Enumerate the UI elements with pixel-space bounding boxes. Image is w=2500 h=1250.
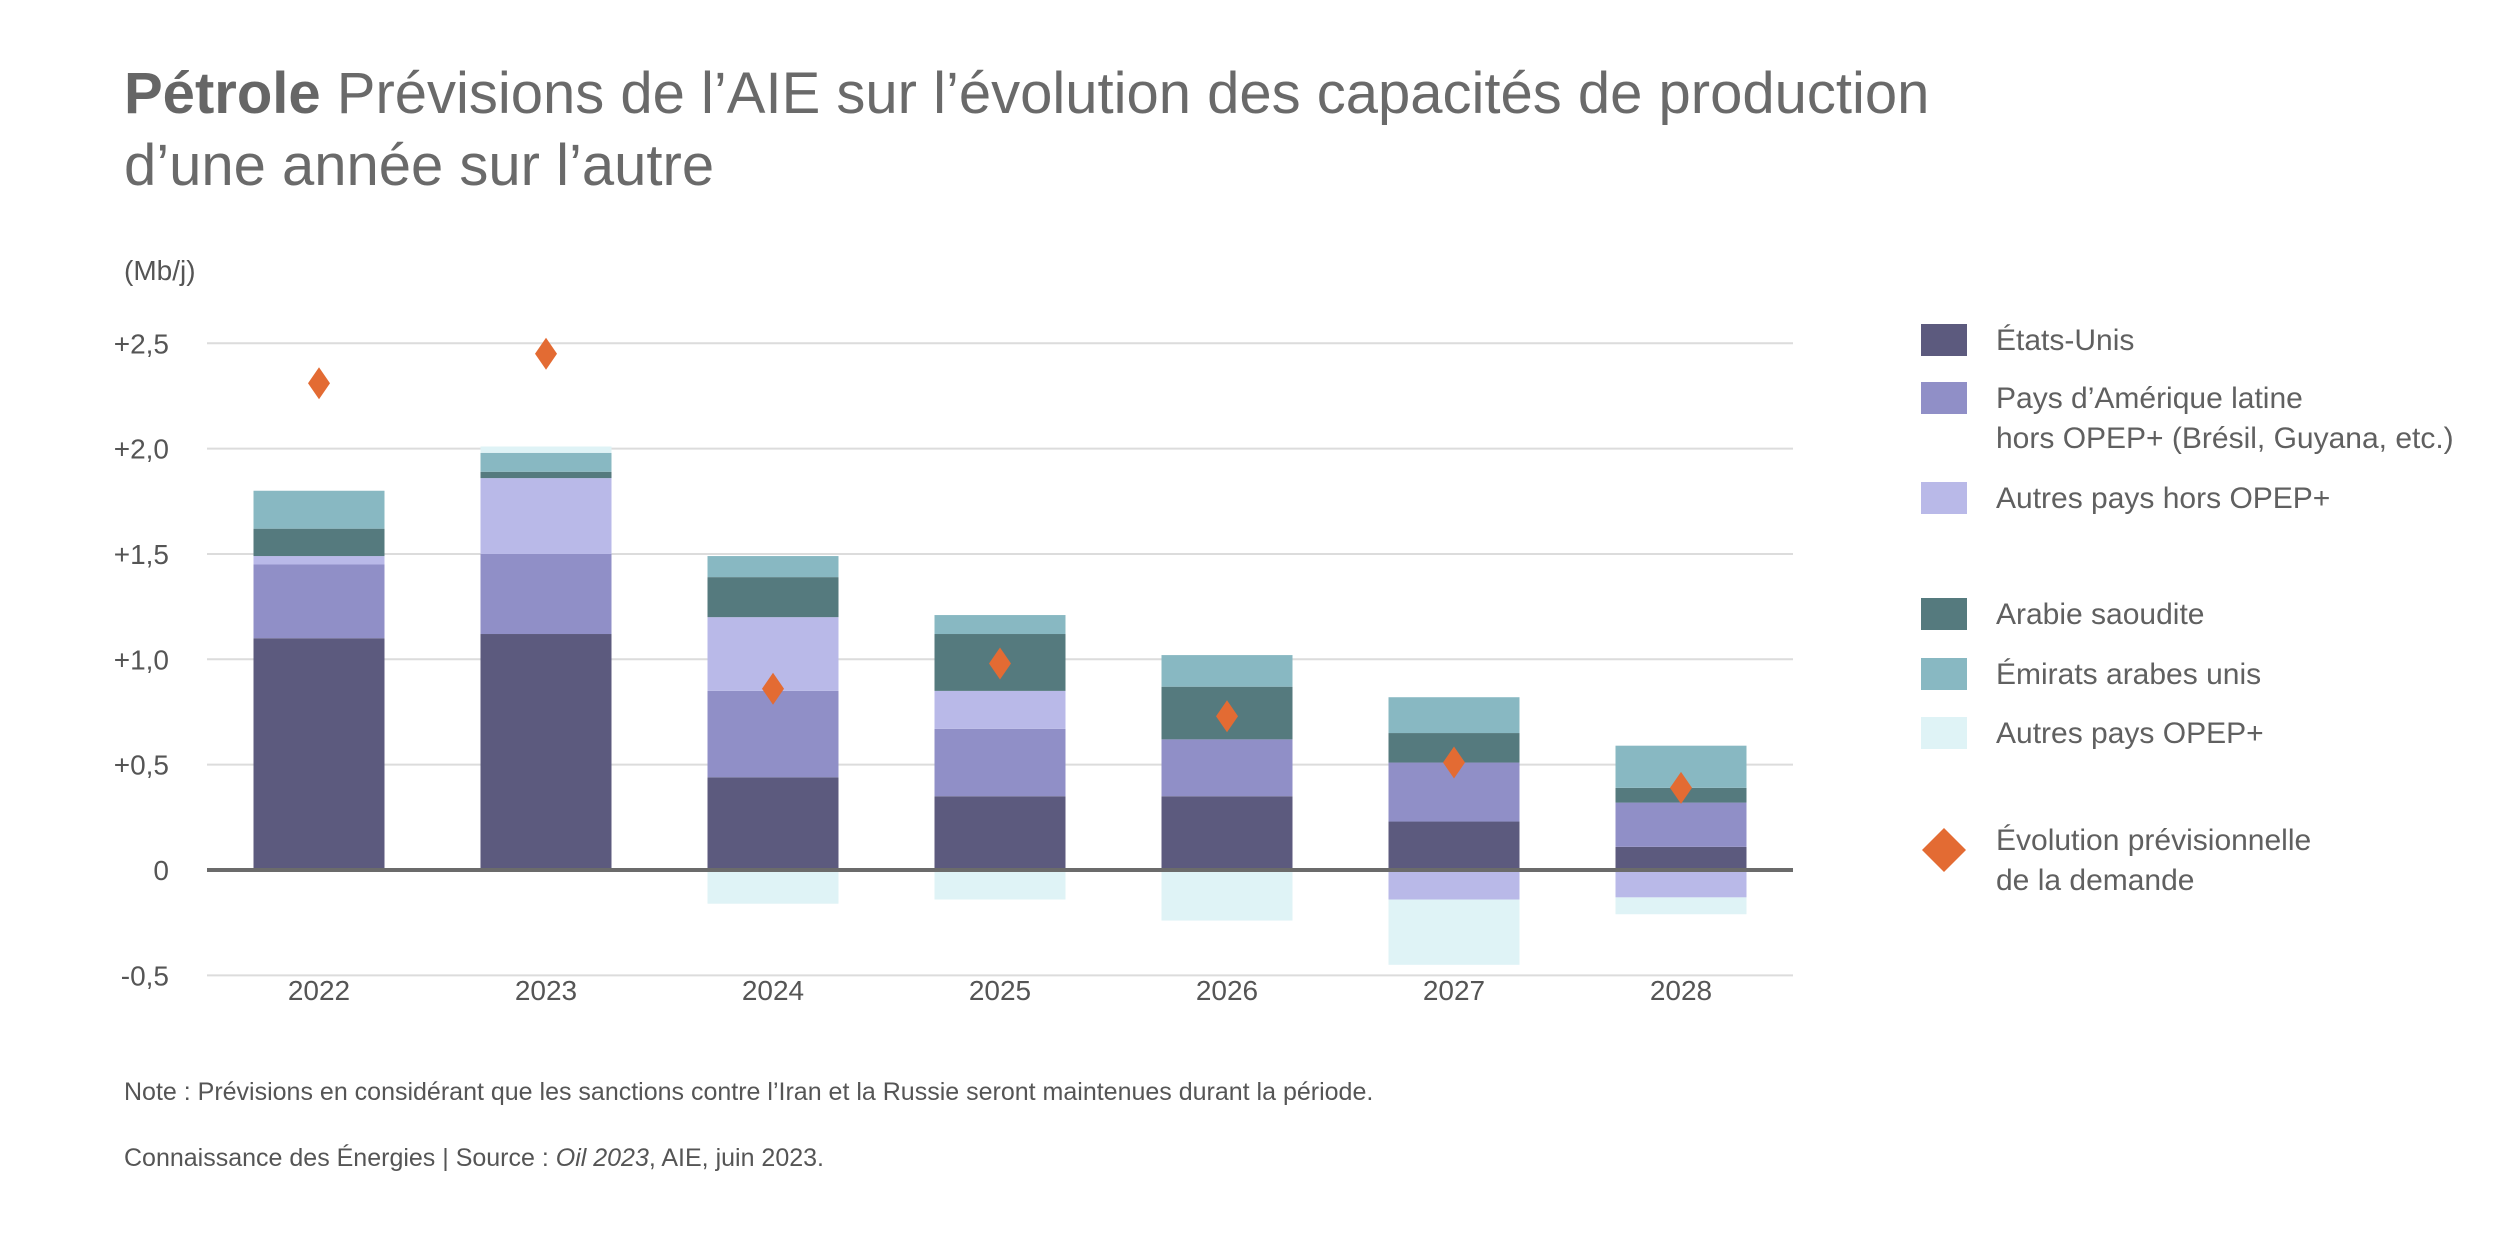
legend-label: États-Unis: [1996, 324, 2134, 357]
x-tick-label: 2028: [1650, 975, 1712, 1006]
legend-swatch: [1921, 324, 1967, 356]
legend-demand-marker: [1922, 828, 1966, 872]
demand-marker: [1670, 771, 1692, 804]
legend-label: hors OPEP+ (Brésil, Guyana, etc.): [1996, 422, 2454, 455]
bar-segment: [480, 471, 612, 479]
bar-segment: [1388, 821, 1520, 870]
legend-label: de la demande: [1996, 864, 2195, 897]
bar-segment: [934, 728, 1066, 797]
legend-swatch: [1921, 598, 1967, 630]
legend-label: Émirats arabes unis: [1996, 658, 2261, 691]
bar-segment: [707, 577, 839, 618]
source-prefix: Connaissance des Énergies | Source :: [124, 1144, 556, 1172]
legend-label: Évolution prévisionnelle: [1996, 824, 2311, 857]
bar-segment: [1615, 897, 1747, 915]
demand-marker: [535, 337, 557, 370]
source-suffix: , AIE, juin 2023.: [648, 1144, 824, 1172]
bar-segment: [1615, 802, 1747, 847]
bar-segment: [934, 690, 1066, 729]
bar-segment: [707, 556, 839, 578]
bar-segment: [253, 564, 385, 639]
y-tick-label: -0,5: [121, 960, 169, 991]
bar-segment: [707, 690, 839, 778]
title-rest: Prévisions de l’AIE sur l’évolution des …: [320, 61, 1930, 126]
y-tick-label: +2,0: [114, 434, 169, 465]
bar-segment: [253, 556, 385, 565]
x-tick-label: 2023: [515, 975, 577, 1006]
x-tick-label: 2022: [288, 975, 350, 1006]
footer-note: Note : Prévisions en considérant que les…: [124, 1078, 1374, 1106]
bar-segment: [253, 490, 385, 529]
x-tick-label: 2027: [1423, 975, 1485, 1006]
x-tick-label: 2025: [969, 975, 1031, 1006]
demand-marker: [989, 647, 1011, 680]
legend-swatch: [1921, 717, 1967, 749]
bar-segment: [1161, 655, 1293, 687]
y-tick-label: +2,5: [114, 328, 169, 359]
demand-marker: [762, 672, 784, 705]
y-axis-unit: (Mb/j): [124, 255, 196, 286]
title-bold: Pétrole: [124, 61, 321, 126]
bar-segment: [480, 446, 612, 453]
demand-marker: [1443, 746, 1465, 779]
bar-segment: [1388, 899, 1520, 965]
bar-segment: [1388, 697, 1520, 734]
bar-segment: [480, 478, 612, 554]
bar-segment: [1388, 870, 1520, 900]
bar-segment: [253, 528, 385, 557]
bar-segment: [480, 452, 612, 472]
x-tick-label: 2026: [1196, 975, 1258, 1006]
bar-segment: [480, 634, 612, 870]
legend-label: Autres pays hors OPEP+: [1996, 482, 2330, 515]
bar-segment: [934, 870, 1066, 900]
y-tick-label: +1,0: [114, 644, 169, 675]
legend-label: Autres pays OPEP+: [1996, 717, 2264, 750]
y-tick-label: 0: [153, 855, 169, 886]
demand-marker: [1216, 700, 1238, 733]
bar-segment: [1161, 870, 1293, 921]
title-line2: d’une année sur l’autre: [124, 133, 715, 198]
footer-source: Connaissance des Énergies | Source : Oil…: [124, 1144, 824, 1173]
x-tick-label: 2024: [742, 975, 804, 1006]
chart-title: Pétrole Prévisions de l’AIE sur l’évolut…: [124, 58, 2124, 202]
bar-segment: [1161, 796, 1293, 870]
bar-segment: [707, 777, 839, 870]
legend-label: Pays d’Amérique latine: [1996, 382, 2303, 415]
legend-swatch: [1921, 482, 1967, 514]
legend-label: Arabie saoudite: [1996, 598, 2204, 631]
bar-segment: [253, 638, 385, 870]
bar-segment: [707, 870, 839, 904]
bar-segment: [1615, 870, 1747, 898]
bar-segment: [480, 553, 612, 635]
legend-swatch: [1921, 382, 1967, 414]
bar-segment: [1615, 846, 1747, 870]
bar-segment: [934, 796, 1066, 870]
y-tick-label: +0,5: [114, 750, 169, 781]
demand-marker: [308, 367, 330, 400]
y-tick-label: +1,5: [114, 539, 169, 570]
bar-segment: [934, 615, 1066, 635]
bar-segment: [1161, 739, 1293, 797]
source-title: Oil 2023: [555, 1144, 649, 1172]
legend-swatch: [1921, 658, 1967, 690]
